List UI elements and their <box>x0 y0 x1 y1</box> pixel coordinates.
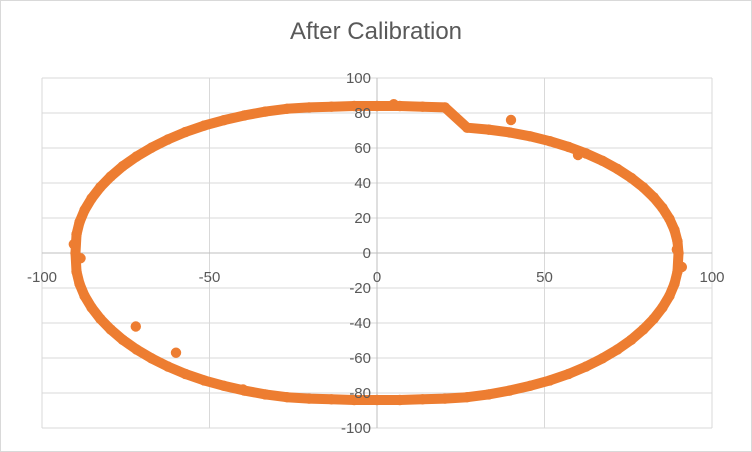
x-tick-label: -100 <box>27 269 57 286</box>
y-tick-label: 0 <box>363 245 371 262</box>
y-tick-label: 40 <box>354 175 371 192</box>
y-tick-label: 100 <box>346 70 371 87</box>
x-tick-label: 0 <box>373 269 381 286</box>
y-tick-label: -20 <box>349 280 371 297</box>
y-tick-label: 60 <box>354 140 371 157</box>
y-tick-label: -80 <box>349 385 371 402</box>
chart-title: After Calibration <box>289 18 463 45</box>
data-point <box>170 347 182 358</box>
data-points <box>68 99 688 406</box>
y-tick-label: 20 <box>354 210 371 227</box>
y-tick-label: -40 <box>349 315 371 332</box>
x-tick-label: 50 <box>536 269 553 286</box>
y-tick-label: -100 <box>341 420 371 437</box>
y-tick-label: -60 <box>349 350 371 367</box>
data-point <box>505 114 517 126</box>
data-point <box>130 321 141 332</box>
x-tick-label: 100 <box>699 269 724 286</box>
marker-trail <box>70 101 684 405</box>
y-tick-label: 80 <box>354 105 371 122</box>
axes <box>42 78 712 428</box>
x-tick-label: -50 <box>199 269 221 286</box>
